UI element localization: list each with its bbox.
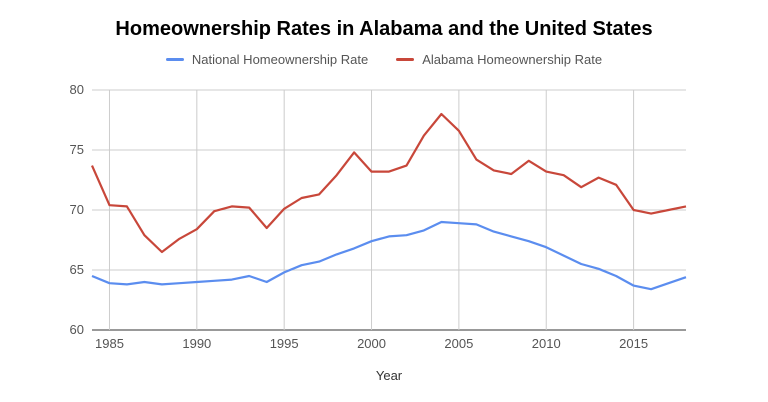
y-tick-label-65: 65 xyxy=(70,262,84,277)
x-axis-title: Year xyxy=(376,368,403,383)
legend-label-alabama: Alabama Homeownership Rate xyxy=(422,52,603,67)
legend-swatch-national xyxy=(165,58,184,61)
chart-title: Homeownership Rates in Alabama and the U… xyxy=(115,18,653,40)
y-tick-label-70: 70 xyxy=(70,202,84,217)
series-line-alabama xyxy=(90,112,687,254)
legend-item-alabama: Alabama Homeownership Rate xyxy=(396,52,602,67)
x-tick-label-1985: 1985 xyxy=(95,336,124,351)
y-tick-label-75: 75 xyxy=(70,142,84,157)
x-tick-label-1990: 1990 xyxy=(182,336,211,351)
legend-label-national: National Homeownership Rate xyxy=(191,52,369,67)
legend: National Homeownership Rate Alabama Home… xyxy=(0,52,768,67)
x-tick-label-2010: 2010 xyxy=(532,336,561,351)
legend-item-national: National Homeownership Rate xyxy=(165,52,369,67)
x-tick-label-1995: 1995 xyxy=(270,336,299,351)
x-tick-label-2005: 2005 xyxy=(444,336,473,351)
y-tick-label-80: 80 xyxy=(70,82,84,97)
series-line-national xyxy=(91,220,687,291)
x-tick-label-2000: 2000 xyxy=(357,336,386,351)
x-tick-label-2015: 2015 xyxy=(619,336,648,351)
legend-swatch-alabama xyxy=(396,58,415,61)
y-tick-label-60: 60 xyxy=(70,322,84,337)
